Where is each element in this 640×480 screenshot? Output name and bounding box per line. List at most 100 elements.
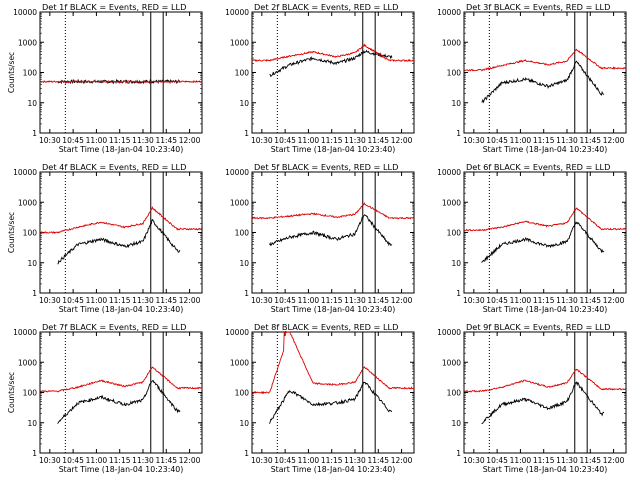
x-axis-label: Start Time (18-Jan-04 10:23:40) — [483, 145, 608, 154]
series-lld-line — [252, 43, 415, 63]
x-tick-label: 11:45 — [579, 136, 601, 145]
series-events-line — [57, 218, 181, 265]
x-tick-label: 12:00 — [603, 136, 625, 145]
x-axis-label: Start Time (18-Jan-04 10:23:40) — [483, 305, 608, 314]
x-axis-label: Start Time (18-Jan-04 10:23:40) — [271, 145, 396, 154]
x-tick-label: 11:45 — [367, 296, 389, 305]
x-tick-label: 12:00 — [179, 136, 201, 145]
y-tick-label: 1 — [244, 129, 249, 138]
x-tick-label: 11:30 — [556, 456, 578, 465]
y-tick-label: 10000 — [13, 328, 37, 337]
x-tick-label: 11:15 — [321, 456, 343, 465]
plot-frame — [39, 171, 203, 294]
x-tick-label: 11:00 — [510, 456, 532, 465]
x-tick-label: 11:00 — [298, 136, 320, 145]
x-tick-label: 11:00 — [510, 136, 532, 145]
y-tick-label: 1000 — [230, 358, 249, 367]
plot-frame — [251, 171, 415, 294]
x-tick-label: 10:30 — [463, 296, 485, 305]
y-tick-label: 100 — [235, 69, 250, 78]
series-lld-line — [464, 207, 627, 232]
x-tick-label: 11:15 — [321, 136, 343, 145]
y-axis-label: Counts/sec — [7, 212, 16, 253]
x-axis-label: Start Time (18-Jan-04 10:23:40) — [271, 465, 396, 474]
x-tick-label: 10:30 — [463, 136, 485, 145]
y-tick-label: 1 — [456, 449, 461, 458]
y-tick-label: 10000 — [13, 8, 37, 17]
panel-title: Det 9f BLACK = Events, RED = LLD — [466, 322, 610, 332]
plot-frame — [39, 11, 203, 134]
x-tick-label: 10:30 — [463, 456, 485, 465]
x-tick-label: 10:45 — [486, 456, 508, 465]
x-tick-label: 11:00 — [86, 456, 108, 465]
y-tick-label: 1000 — [230, 38, 249, 47]
y-tick-label: 10000 — [437, 8, 461, 17]
series-lld-line — [40, 366, 203, 393]
y-tick-label: 1 — [244, 289, 249, 298]
plot-frame — [463, 11, 627, 134]
y-tick-label: 1 — [32, 449, 37, 458]
series-lld-line — [40, 79, 203, 84]
y-tick-label: 100 — [447, 69, 462, 78]
x-tick-label: 11:30 — [344, 456, 366, 465]
series-events-line — [57, 380, 181, 424]
y-tick-label: 10000 — [437, 328, 461, 337]
x-tick-label: 10:45 — [62, 456, 84, 465]
x-tick-label: 11:00 — [510, 296, 532, 305]
series-events-line — [269, 49, 393, 77]
y-tick-label: 10000 — [225, 8, 249, 17]
y-tick-label: 10000 — [225, 328, 249, 337]
panel-title: Det 6f BLACK = Events, RED = LLD — [466, 162, 610, 172]
x-axis-label: Start Time (18-Jan-04 10:23:40) — [59, 145, 184, 154]
y-tick-label: 10 — [27, 99, 37, 108]
x-axis-label: Start Time (18-Jan-04 10:23:40) — [271, 305, 396, 314]
x-tick-label: 11:00 — [298, 456, 320, 465]
y-tick-label: 10 — [239, 99, 249, 108]
x-tick-label: 11:30 — [344, 136, 366, 145]
series-lld-line — [252, 201, 415, 220]
panel-title: Det 4f BLACK = Events, RED = LLD — [42, 162, 186, 172]
panel-det-6: Det 6f BLACK = Events, RED = LLD 1 10 100 10… — [437, 162, 627, 314]
plot-frame — [463, 171, 627, 294]
y-tick-label: 100 — [23, 229, 38, 238]
x-tick-label: 12:00 — [391, 456, 413, 465]
plot-frame — [463, 331, 627, 454]
series-events-line — [269, 381, 393, 424]
series-lld-line — [464, 48, 627, 72]
series-lld-line — [40, 205, 203, 235]
y-tick-label: 10 — [451, 419, 461, 428]
y-tick-label: 100 — [23, 69, 38, 78]
x-tick-label: 11:00 — [298, 296, 320, 305]
panel-det-3: Det 3f BLACK = Events, RED = LLD 1 10 100 10… — [437, 2, 627, 154]
y-tick-label: 10 — [27, 259, 37, 268]
panel-title: Det 1f BLACK = Events, RED = LLD — [42, 2, 186, 12]
y-tick-label: 1 — [244, 449, 249, 458]
panel-title: Det 2f BLACK = Events, RED = LLD — [254, 2, 398, 12]
y-tick-label: 1000 — [18, 38, 37, 47]
panel-det-4: Det 4f BLACK = Events, RED = LLD 1 10 100 10… — [7, 162, 203, 314]
panel-det-1: Det 1f BLACK = Events, RED = LLD 1 10 100 10… — [7, 2, 203, 154]
x-tick-label: 10:30 — [251, 296, 273, 305]
series-events-line — [481, 381, 605, 424]
x-tick-label: 10:45 — [274, 136, 296, 145]
panel-title: Det 3f BLACK = Events, RED = LLD — [466, 2, 610, 12]
series-events-line — [481, 60, 605, 104]
series-events-line — [269, 214, 393, 247]
y-tick-label: 100 — [235, 389, 250, 398]
y-tick-label: 1 — [32, 289, 37, 298]
x-tick-label: 12:00 — [179, 296, 201, 305]
x-tick-label: 12:00 — [603, 296, 625, 305]
x-tick-label: 12:00 — [179, 456, 201, 465]
plot-frame — [251, 11, 415, 134]
x-tick-label: 10:45 — [274, 296, 296, 305]
y-tick-label: 10000 — [437, 168, 461, 177]
x-tick-label: 11:45 — [367, 456, 389, 465]
y-tick-label: 1000 — [18, 358, 37, 367]
x-tick-label: 11:30 — [132, 296, 154, 305]
x-tick-label: 11:45 — [155, 296, 177, 305]
panel-det-8: Det 8f BLACK = Events, RED = LLD 1 10 100 10… — [225, 322, 415, 474]
panel-title: Det 5f BLACK = Events, RED = LLD — [254, 162, 398, 172]
y-tick-label: 10000 — [225, 168, 249, 177]
y-tick-label: 1000 — [442, 198, 461, 207]
plot-frame — [39, 331, 203, 454]
